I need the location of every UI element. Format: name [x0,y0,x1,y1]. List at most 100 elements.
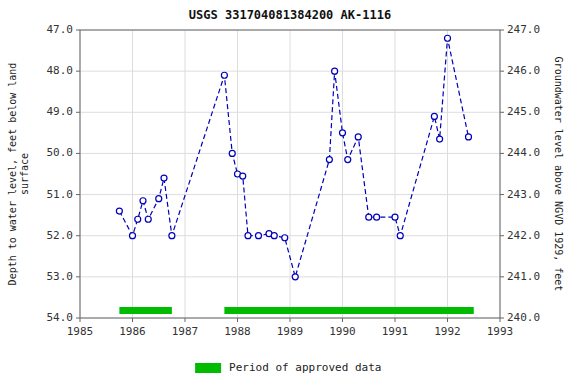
legend-label: Period of approved data [229,361,381,374]
approved-period-bar [119,307,172,314]
y-tick-label: 50.0 [47,146,74,159]
y2-tick-label: 247.0 [507,23,540,36]
x-tick-label: 1992 [434,325,461,338]
y2-tick [500,153,504,154]
series-line [119,38,468,277]
y2-tick [500,71,504,72]
data-point [130,233,136,239]
y2-tick-label: 243.0 [507,188,540,201]
data-point [332,68,338,74]
data-point [169,233,175,239]
background [0,0,576,384]
plot-frame [80,30,500,318]
y-grid-line [80,112,500,113]
x-grid-line [290,30,291,318]
y2-tick [500,318,504,319]
y-tick-label: 48.0 [47,64,74,77]
y-axis-label-line: surface [19,153,30,195]
data-point [135,216,141,222]
x-grid-line [342,30,343,318]
y-tick-label: 49.0 [47,105,74,118]
plot-data [116,35,473,314]
title: USGS 331704081384200 AK-1116 [189,8,391,22]
y-grid-line [80,276,500,277]
y-tick-label: 54.0 [47,311,74,324]
y2-tick-label: 245.0 [507,105,540,118]
data-point [397,233,403,239]
data-point [229,150,235,156]
y2-tick-label: 244.0 [507,146,540,159]
y2-tick [500,276,504,277]
y2-tick [500,194,504,195]
data-point [271,233,277,239]
y2-tick-label: 240.0 [507,311,540,324]
y-grid-line [80,194,500,195]
x-grid-line [132,30,133,318]
data-point [374,214,380,220]
data-point [445,35,451,41]
y-tick [76,318,80,319]
y-tick [76,235,80,236]
x-tick [290,318,291,322]
data-point [245,233,251,239]
y-tick [76,276,80,277]
y-grid-line [80,71,500,72]
x-tick-label: 1993 [487,325,514,338]
legend: Period of approved data [195,361,381,374]
x-tick [447,318,448,322]
y2-tick-label: 242.0 [507,229,540,242]
x-tick-label: 1989 [277,325,304,338]
x-tick [500,318,501,322]
data-point [431,113,437,119]
data-point [140,198,146,204]
x-tick-label: 1990 [329,325,356,338]
data-point [221,72,227,78]
data-point [345,157,351,163]
y2-tick [500,30,504,31]
y-tick [76,112,80,113]
x-tick [132,318,133,322]
x-tick-label: 1991 [382,325,409,338]
y-grid-line [80,235,500,236]
chart: 19851986198719881989199019911992199347.0… [0,0,576,384]
x-grid-line [395,30,396,318]
data-point [145,216,151,222]
data-point [282,235,288,241]
data-point [240,173,246,179]
approved-period-bar [224,307,473,314]
data-point [466,134,472,140]
data-point [256,233,262,239]
y2-axis-label: Groundwater level above NGVD 1929, feet [553,57,564,292]
y-tick-label: 51.0 [47,188,74,201]
y-tick-label: 53.0 [47,270,74,283]
x-tick [342,318,343,322]
y-axis-label: Depth to water level, feet below landsur… [7,63,30,286]
x-grid-line [447,30,448,318]
y2-tick-label: 246.0 [507,64,540,77]
x-tick [237,318,238,322]
x-tick [80,318,81,322]
legend-swatch [195,363,221,373]
y-tick-label: 52.0 [47,229,74,242]
x-tick-label: 1988 [224,325,251,338]
x-tick [185,318,186,322]
data-point [366,214,372,220]
data-point [156,196,162,202]
y-tick [76,71,80,72]
data-point [161,175,167,181]
y-tick [76,153,80,154]
y-tick [76,30,80,31]
y-tick-label: 47.0 [47,23,74,36]
y2-tick [500,112,504,113]
data-point [437,136,443,142]
data-point [326,157,332,163]
x-grid-line [185,30,186,318]
x-tick-label: 1987 [172,325,199,338]
axes: 19851986198719881989199019911992199347.0… [47,23,541,338]
data-point [116,208,122,214]
y-axis-label-line: Depth to water level, feet below land [7,63,18,286]
x-tick-label: 1985 [67,325,94,338]
grid [80,30,500,318]
data-point [355,134,361,140]
x-tick [395,318,396,322]
